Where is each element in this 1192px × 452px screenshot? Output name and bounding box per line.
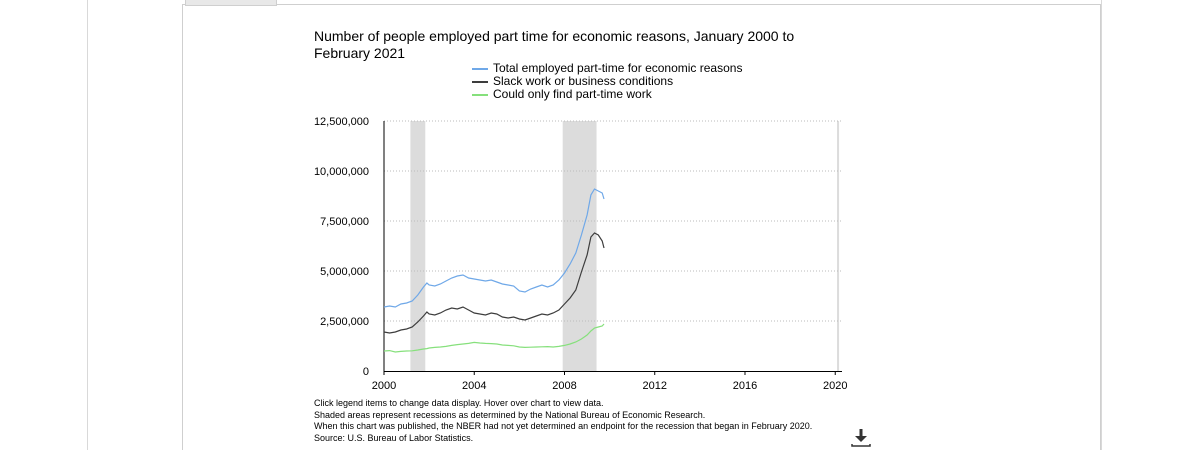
legend-swatch <box>472 93 488 96</box>
legend-swatch <box>472 80 488 83</box>
chart-notes: Click legend items to change data displa… <box>314 398 812 444</box>
legend-swatch <box>472 67 488 70</box>
legend-item[interactable]: Total employed part-time for economic re… <box>472 62 742 75</box>
page-rule-left <box>87 0 88 450</box>
note-line: Shaded areas represent recessions as det… <box>314 409 706 420</box>
legend-label: Total employed part-time for economic re… <box>493 61 743 75</box>
chart-panel <box>182 4 1101 450</box>
page-rule-right <box>1101 0 1102 450</box>
panel-tab[interactable] <box>185 0 277 6</box>
chart-title: Number of people employed part time for … <box>314 28 795 61</box>
legend-item[interactable]: Could only find part-time work <box>472 88 742 101</box>
legend-label: Could only find part-time work <box>493 87 652 101</box>
note-line: Source: U.S. Bureau of Labor Statistics. <box>314 432 474 443</box>
legend-label: Slack work or business conditions <box>493 74 674 88</box>
download-icon[interactable] <box>850 427 872 447</box>
chart-legend: Total employed part-time for economic re… <box>472 62 742 101</box>
note-line: When this chart was published, the NBER … <box>314 421 813 431</box>
legend-item[interactable]: Slack work or business conditions <box>472 75 742 88</box>
note-line: Click legend items to change data displa… <box>314 398 604 408</box>
